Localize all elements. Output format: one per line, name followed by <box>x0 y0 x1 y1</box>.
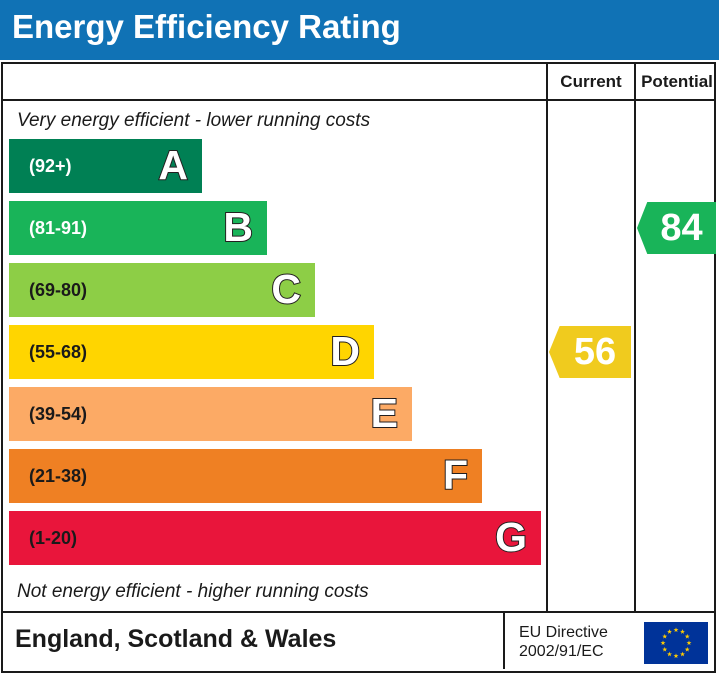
rating-arrow-potential: 84 <box>637 202 716 254</box>
band-letter: B <box>222 203 254 251</box>
rating-table: Current Potential Very energy efficient … <box>1 62 716 613</box>
caption-inefficient: Not energy efficient - higher running co… <box>17 581 369 602</box>
caption-efficient: Very energy efficient - lower running co… <box>17 110 371 131</box>
band-range-label: (55-68) <box>29 342 88 362</box>
eu-directive-line1: EU Directive <box>519 624 608 641</box>
band-range-label: (21-38) <box>29 466 88 486</box>
footer-region-label: England, Scotland & Wales <box>15 625 337 653</box>
rating-band-b: (81-91) B <box>9 201 267 255</box>
band-letter: C <box>270 265 302 313</box>
column-header-potential: Potential <box>634 64 718 99</box>
column-divider-current <box>546 101 548 613</box>
band-range-label: (92+) <box>29 156 72 176</box>
page-title: Energy Efficiency Rating <box>12 8 401 45</box>
band-range-label: (81-91) <box>29 218 88 238</box>
certificate-footer: England, Scotland & Wales EU Directive 2… <box>1 613 716 673</box>
eu-flag-icon <box>644 622 708 664</box>
band-range-label: (39-54) <box>29 404 88 424</box>
eu-directive-text: EU Directive 2002/91/EC <box>519 623 637 661</box>
band-letter: E <box>370 389 399 437</box>
band-letter: F <box>442 451 469 499</box>
band-letter: G <box>494 513 528 561</box>
footer-divider <box>503 613 505 669</box>
rating-band-a: (92+) A <box>9 139 202 193</box>
band-letter: D <box>329 327 361 375</box>
rating-bands: (92+) A (81-91) B (69-80) C (55-68) D (39-54) E (2… <box>9 139 546 574</box>
rating-band-c: (69-80) C <box>9 263 315 317</box>
band-letter: A <box>157 141 189 189</box>
eu-directive-line2: 2002/91/EC <box>519 643 604 660</box>
band-range-label: (69-80) <box>29 280 88 300</box>
rating-band-d: (55-68) D <box>9 325 374 379</box>
column-divider-potential <box>634 101 636 613</box>
rating-band-g: (1-20) G <box>9 511 541 565</box>
column-header-current: Current <box>546 64 634 99</box>
band-range-label: (1-20) <box>29 528 78 548</box>
rating-band-f: (21-38) F <box>9 449 482 503</box>
table-header-row: Current Potential <box>3 64 714 101</box>
rating-band-e: (39-54) E <box>9 387 412 441</box>
rating-arrow-current: 56 <box>549 326 631 378</box>
title-bar: Energy Efficiency Rating <box>0 0 719 60</box>
